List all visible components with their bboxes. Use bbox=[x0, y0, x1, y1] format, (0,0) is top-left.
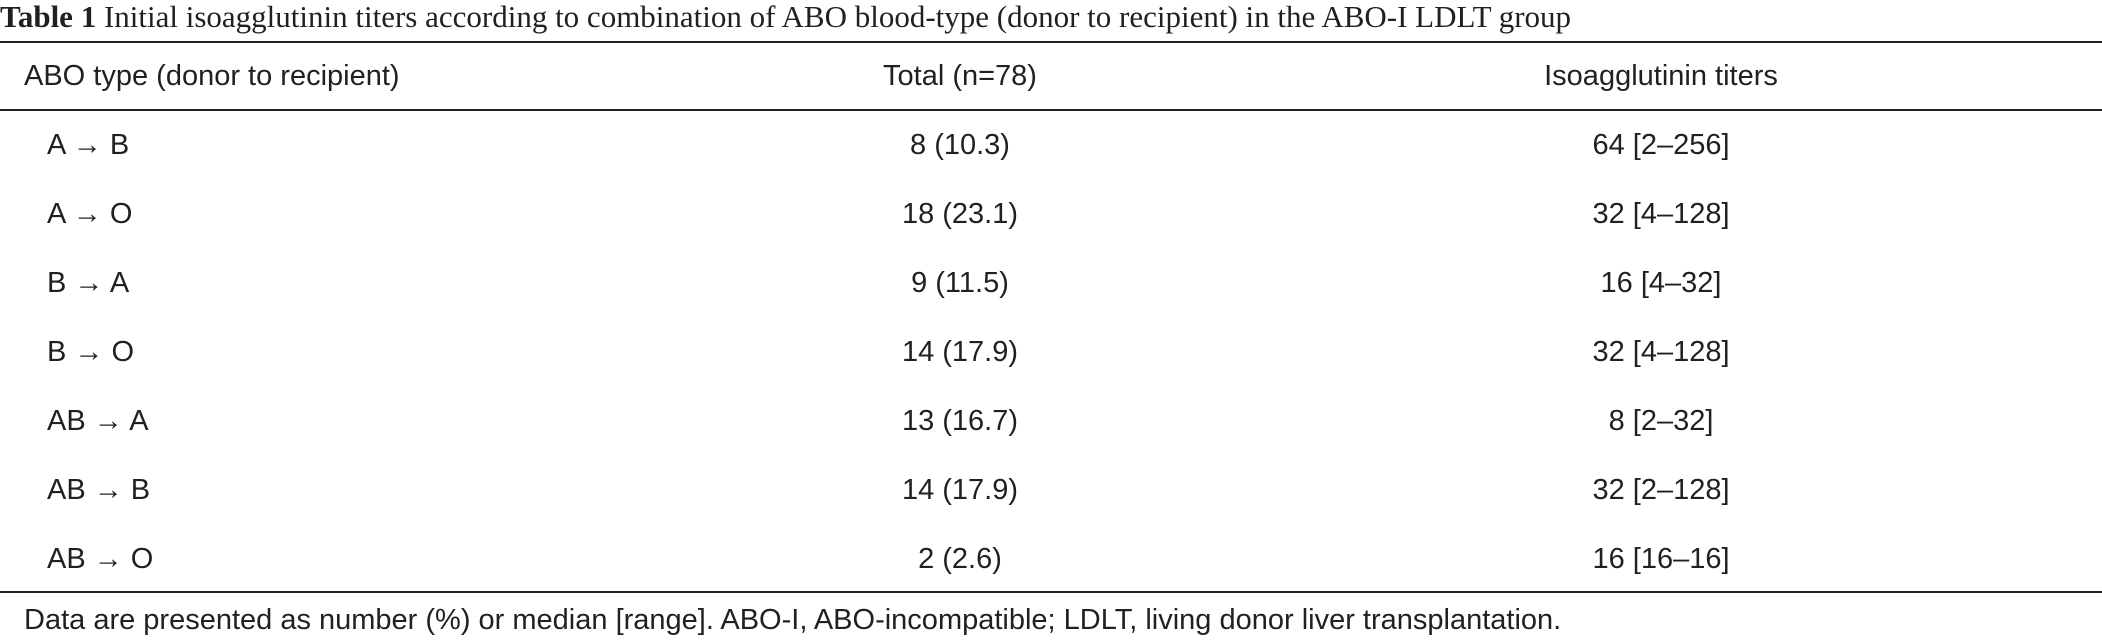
table-label: Table 1 bbox=[0, 0, 97, 34]
cell-total: 2 (2.6) bbox=[918, 543, 1002, 575]
cell-abo-type: AB → A bbox=[47, 405, 149, 437]
cell-titers: 32 [2–128] bbox=[1592, 474, 1730, 506]
table-footnote: Data are presented as number (%) or medi… bbox=[24, 604, 1562, 636]
cell-abo-type: AB → O bbox=[47, 543, 154, 575]
column-header-total: Total (n=78) bbox=[883, 59, 1037, 92]
table-row: B → A 9 (11.5) 16 [4–32] bbox=[0, 249, 2102, 318]
cell-total: 13 (16.7) bbox=[901, 405, 1019, 437]
table-row: AB → B 14 (17.9) 32 [2–128] bbox=[0, 456, 2102, 525]
cell-total: 18 (23.1) bbox=[901, 198, 1019, 230]
cell-abo-type: A → B bbox=[47, 129, 130, 161]
cell-total: 14 (17.9) bbox=[901, 474, 1019, 506]
cell-titers: 32 [4–128] bbox=[1592, 198, 1730, 230]
table-title: Initial isoagglutinin titers according t… bbox=[103, 0, 1572, 34]
cell-titers: 64 [2–256] bbox=[1592, 129, 1730, 161]
cell-titers: 8 [2–32] bbox=[1608, 405, 1714, 437]
bottom-rule bbox=[0, 591, 2102, 593]
table-row: A → B 8 (10.3) 64 [2–256] bbox=[0, 111, 2102, 180]
column-header-titers: Isoagglutinin titers bbox=[1544, 59, 1778, 92]
cell-total: 8 (10.3) bbox=[910, 129, 1010, 161]
cell-abo-type: A → O bbox=[47, 198, 133, 230]
header-row: ABO type (donor to recipient) Total (n=7… bbox=[0, 43, 2102, 109]
table-row: A → O 18 (23.1) 32 [4–128] bbox=[0, 180, 2102, 249]
table-row: AB → A 13 (16.7) 8 [2–32] bbox=[0, 387, 2102, 456]
column-header-abo-type: ABO type (donor to recipient) bbox=[24, 59, 400, 92]
table-row: AB → O 2 (2.6) 16 [16–16] bbox=[0, 525, 2102, 594]
cell-titers: 16 [16–16] bbox=[1592, 543, 1730, 575]
cell-total: 14 (17.9) bbox=[901, 336, 1019, 368]
cell-titers: 32 [4–128] bbox=[1592, 336, 1730, 368]
cell-total: 9 (11.5) bbox=[911, 267, 1009, 299]
cell-abo-type: AB → B bbox=[47, 474, 151, 506]
data-table: ABO type (donor to recipient) Total (n=7… bbox=[0, 43, 2102, 594]
cell-abo-type: B → A bbox=[47, 267, 130, 299]
cell-abo-type: B → O bbox=[47, 336, 135, 368]
table-row: B → O 14 (17.9) 32 [4–128] bbox=[0, 318, 2102, 387]
table-caption: Table 1 Initial isoagglutinin titers acc… bbox=[0, 0, 2102, 40]
cell-titers: 16 [4–32] bbox=[1600, 267, 1722, 299]
header-rule bbox=[0, 109, 2102, 111]
top-rule bbox=[0, 41, 2102, 43]
